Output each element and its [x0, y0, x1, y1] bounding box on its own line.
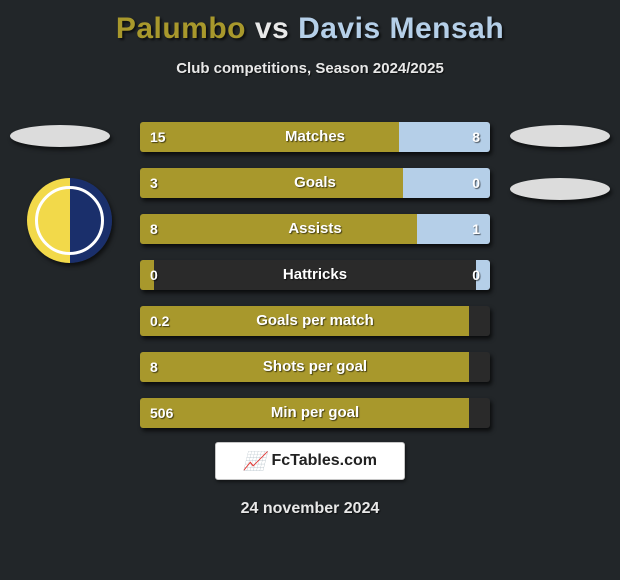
site-name: FcTables.com — [271, 452, 377, 470]
vs-text: vs — [255, 12, 289, 45]
comparison-title: Palumbo vs Davis Mensah — [0, 0, 620, 46]
bar-value-player1: 15 — [150, 122, 166, 152]
stat-bar: Assists8 1 — [140, 214, 490, 244]
bar-value-player2: 0 — [472, 168, 480, 198]
date-text: 24 november 2024 — [0, 500, 620, 518]
bar-value-player1: 0.2 — [150, 306, 169, 336]
bar-label: Hattricks — [140, 260, 490, 290]
subtitle: Club competitions, Season 2024/2025 — [0, 60, 620, 77]
bar-value-player1: 3 — [150, 168, 158, 198]
bar-value-player2: 8 — [472, 122, 480, 152]
bar-value-player1: 8 — [150, 214, 158, 244]
bar-label: Matches — [140, 122, 490, 152]
bar-value-player1: 8 — [150, 352, 158, 382]
player2-name: Davis Mensah — [298, 12, 504, 45]
stat-bar: Matches15 8 — [140, 122, 490, 152]
site-logo: 📈 FcTables.com — [215, 442, 405, 480]
club-badge — [27, 178, 112, 263]
bar-label: Goals — [140, 168, 490, 198]
stat-bar: Goals3 0 — [140, 168, 490, 198]
stat-bar: Min per goal506 — [140, 398, 490, 428]
stat-bar: Hattricks0 0 — [140, 260, 490, 290]
bar-label: Assists — [140, 214, 490, 244]
stat-bars-container: Matches158Goals30Assists81Hattricks00Goa… — [140, 122, 490, 444]
player2-placeholder-bottom — [510, 178, 610, 200]
bar-label: Goals per match — [140, 306, 490, 336]
stat-bar: Shots per goal8 — [140, 352, 490, 382]
bar-value-player2: 1 — [472, 214, 480, 244]
bar-label: Min per goal — [140, 398, 490, 428]
bar-label: Shots per goal — [140, 352, 490, 382]
player1-name: Palumbo — [116, 12, 246, 45]
player1-placeholder-top — [10, 125, 110, 147]
bar-value-player1: 0 — [150, 260, 158, 290]
player2-placeholder-top — [510, 125, 610, 147]
chart-icon: 📈 — [243, 451, 265, 472]
stat-bar: Goals per match0.2 — [140, 306, 490, 336]
bar-value-player1: 506 — [150, 398, 173, 428]
bar-value-player2: 0 — [472, 260, 480, 290]
